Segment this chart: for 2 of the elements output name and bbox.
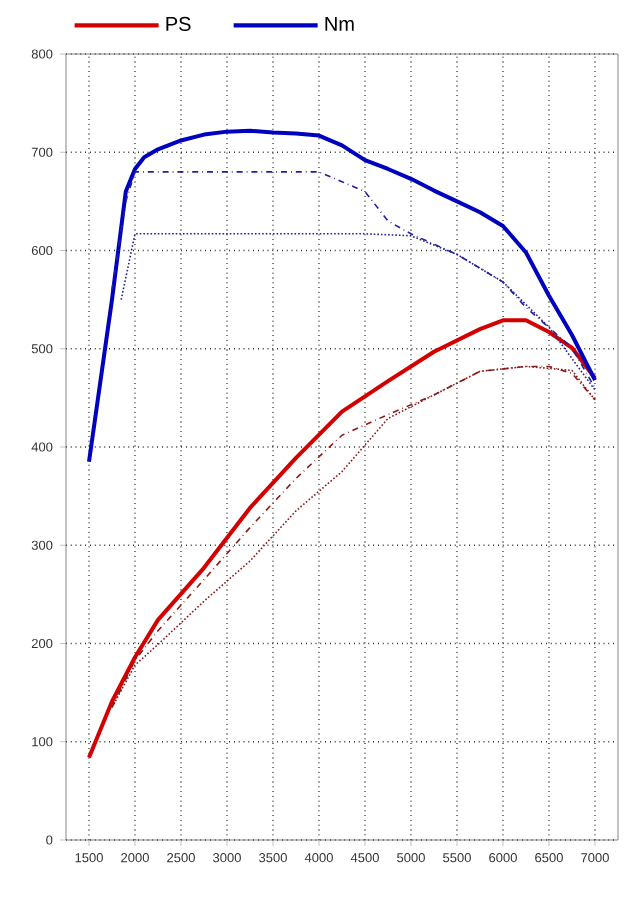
legend-label: PS (166, 16, 191, 32)
legend-label: Nm (325, 16, 354, 31)
